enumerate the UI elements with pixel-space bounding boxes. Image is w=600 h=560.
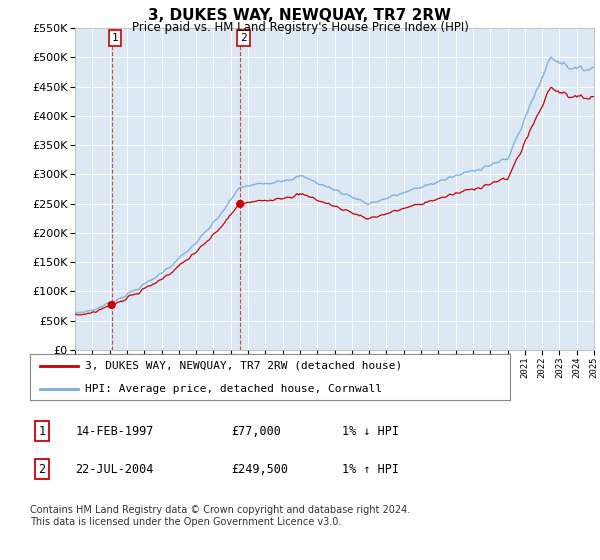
Text: 1% ↑ HPI: 1% ↑ HPI xyxy=(342,463,399,476)
Text: £249,500: £249,500 xyxy=(232,463,289,476)
Text: 1% ↓ HPI: 1% ↓ HPI xyxy=(342,424,399,438)
Text: 3, DUKES WAY, NEWQUAY, TR7 2RW (detached house): 3, DUKES WAY, NEWQUAY, TR7 2RW (detached… xyxy=(85,361,403,371)
Text: 22-JUL-2004: 22-JUL-2004 xyxy=(76,463,154,476)
Text: 1: 1 xyxy=(38,424,46,438)
Point xyxy=(107,300,116,309)
Text: 1: 1 xyxy=(112,33,118,43)
Point xyxy=(235,199,245,208)
Text: 2: 2 xyxy=(38,463,46,476)
Text: 2: 2 xyxy=(240,33,247,43)
Text: Contains HM Land Registry data © Crown copyright and database right 2024.
This d: Contains HM Land Registry data © Crown c… xyxy=(30,505,410,527)
Text: Price paid vs. HM Land Registry's House Price Index (HPI): Price paid vs. HM Land Registry's House … xyxy=(131,21,469,34)
Text: 14-FEB-1997: 14-FEB-1997 xyxy=(76,424,154,438)
Text: 3, DUKES WAY, NEWQUAY, TR7 2RW: 3, DUKES WAY, NEWQUAY, TR7 2RW xyxy=(149,8,452,24)
Text: HPI: Average price, detached house, Cornwall: HPI: Average price, detached house, Corn… xyxy=(85,384,382,394)
Text: £77,000: £77,000 xyxy=(232,424,281,438)
